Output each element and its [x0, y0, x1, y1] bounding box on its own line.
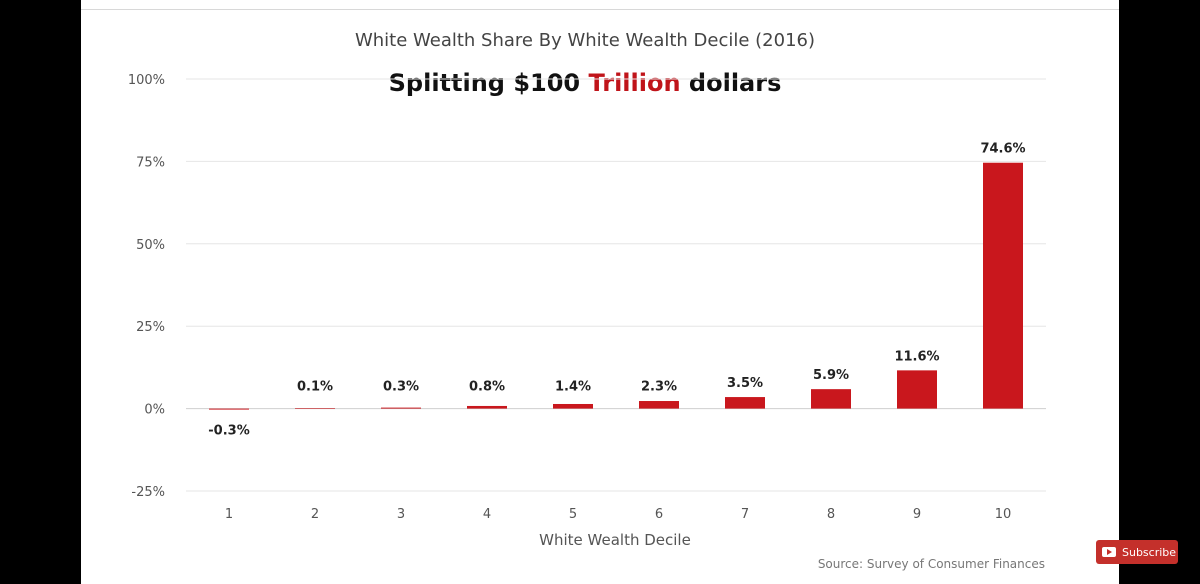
bar-decile-6	[639, 401, 679, 409]
x-tick-label: 5	[569, 507, 577, 522]
bar-decile-9	[897, 370, 937, 409]
y-tick-label: 0%	[144, 403, 165, 418]
y-axis-ticks: 100% 75% 50% 25% 0% -25%	[128, 73, 165, 500]
y-tick-label: 50%	[136, 238, 165, 253]
bar-decile-1	[209, 408, 249, 410]
video-frame: White Wealth Share By White Wealth Decil…	[81, 0, 1119, 584]
bar-decile-5	[553, 403, 593, 409]
bar-decile-8	[811, 389, 851, 409]
bar-decile-7	[725, 397, 765, 409]
overlay-headline: Splitting $100 Trillion dollars	[389, 69, 782, 97]
data-label: 2.3%	[641, 380, 677, 395]
subscribe-button[interactable]: Subscribe	[1096, 540, 1178, 564]
bar-decile-2	[295, 408, 335, 409]
bar-decile-3	[381, 407, 421, 409]
overlay-part-2: dollars	[681, 69, 782, 97]
x-tick-label: 1	[225, 507, 233, 522]
chart: White Wealth Share By White Wealth Decil…	[128, 30, 1046, 571]
x-tick-label: 10	[995, 507, 1012, 522]
y-tick-label: 100%	[128, 73, 165, 88]
y-tick-label: -25%	[131, 485, 165, 500]
data-label: 74.6%	[980, 142, 1025, 157]
top-divider	[81, 9, 1119, 10]
x-tick-label: 7	[741, 507, 749, 522]
y-tick-label: 25%	[136, 320, 165, 335]
x-axis-ticks: 1 2 3 4 5 6 7 8 9 10	[225, 507, 1011, 522]
data-label: 0.1%	[297, 380, 333, 395]
data-label: 3.5%	[727, 376, 763, 391]
data-label: 5.9%	[813, 368, 849, 383]
overlay-part-1: Splitting $100	[389, 69, 589, 97]
y-tick-label: 75%	[136, 155, 165, 170]
x-axis-label: White Wealth Decile	[539, 531, 691, 549]
x-tick-label: 2	[311, 507, 319, 522]
data-label: 0.3%	[383, 380, 419, 395]
overlay-accent-word: Trillion	[589, 69, 681, 97]
x-tick-label: 8	[827, 507, 835, 522]
source-note: Source: Survey of Consumer Finances	[818, 557, 1045, 571]
gridlines	[186, 78, 1046, 492]
youtube-logo-icon	[1102, 547, 1116, 557]
data-label: 1.4%	[555, 380, 591, 395]
bar-decile-10	[983, 162, 1023, 409]
data-label: 11.6%	[894, 349, 939, 364]
x-tick-label: 4	[483, 507, 491, 522]
bar-decile-4	[467, 405, 507, 409]
x-tick-label: 9	[913, 507, 921, 522]
data-labels: -0.3% 0.1% 0.3% 0.8% 1.4% 2.3% 3.5% 5.9% 11.6% 74…	[208, 142, 1025, 439]
bars	[209, 162, 1023, 410]
data-label: 0.8%	[469, 380, 505, 395]
subscribe-label: Subscribe	[1122, 545, 1177, 559]
data-label: -0.3%	[208, 424, 249, 439]
x-tick-label: 3	[397, 507, 405, 522]
chart-title: White Wealth Share By White Wealth Decil…	[355, 30, 815, 51]
x-tick-label: 6	[655, 507, 663, 522]
